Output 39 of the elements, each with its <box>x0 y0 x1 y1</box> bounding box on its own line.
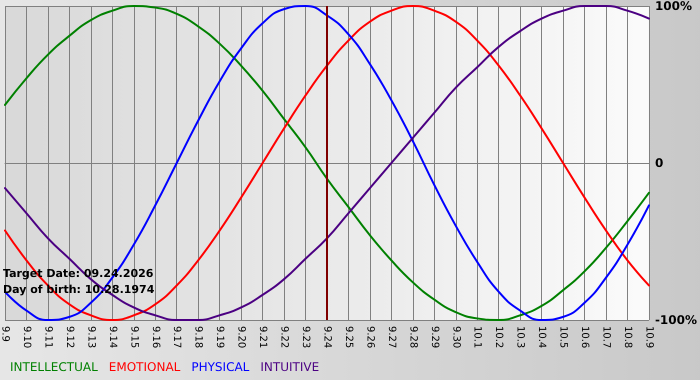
x-tick-label: 9.13 <box>85 326 96 348</box>
x-tick-label: 9.10 <box>20 326 32 348</box>
y-tick-label: 100% <box>654 0 692 13</box>
x-tick-label: 10.2 <box>493 326 504 348</box>
x-tick-label: 10.7 <box>600 326 612 348</box>
x-tick-label: 10.1 <box>472 326 483 348</box>
x-tick-label: 9.12 <box>64 326 75 348</box>
y-tick-label: -100% <box>654 313 698 327</box>
text: PHYSICAL <box>191 360 250 374</box>
x-tick-label: 9.9 <box>0 326 10 342</box>
x-tick-label: 9.17 <box>171 326 182 348</box>
x-tick-label: 9.15 <box>128 326 140 348</box>
x-tick-label: 9.19 <box>214 326 226 348</box>
x-tick-label: 9.20 <box>236 326 247 348</box>
x-tick-label: 9.29 <box>428 326 440 348</box>
x-tick-label: 9.16 <box>150 326 161 348</box>
x-tick-label: 9.25 <box>342 326 354 348</box>
y-tick-label: 0 <box>654 156 664 170</box>
x-tick-label: 10.3 <box>514 326 526 348</box>
x-tick-label: 9.23 <box>300 326 312 348</box>
x-tick-label: 9.21 <box>257 326 268 348</box>
x-tick-label: 9.26 <box>364 326 376 348</box>
text: INTUITIVE <box>260 360 320 374</box>
x-tick-label: 9.18 <box>192 326 204 348</box>
x-tick-label: 9.30 <box>450 326 462 348</box>
x-tick-label: 9.27 <box>386 326 397 348</box>
x-tick-label: 9.24 <box>321 326 332 348</box>
x-tick-label: 10.8 <box>622 326 633 348</box>
x-tick-label: 9.22 <box>278 326 290 348</box>
x-tick-label: 9.14 <box>106 326 118 348</box>
text: EMOTIONAL <box>108 360 181 374</box>
x-tick-label: 9.28 <box>407 326 418 348</box>
x-tick-label: 10.4 <box>536 326 548 348</box>
line-series <box>4 5 650 321</box>
x-tick-label: 10.6 <box>579 326 590 348</box>
x-tick-label: 9.11 <box>42 326 54 348</box>
x-tick-label: 10.5 <box>558 326 569 348</box>
x-tick-label: 10.9 <box>643 326 654 348</box>
text: INTELLECTUAL <box>10 360 98 374</box>
